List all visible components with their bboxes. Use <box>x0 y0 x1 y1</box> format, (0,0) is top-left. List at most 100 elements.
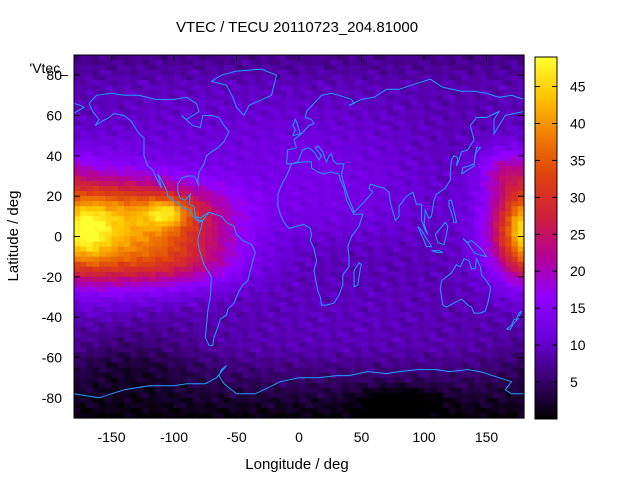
heatmap-cell <box>330 115 338 122</box>
heatmap-cell <box>180 236 188 243</box>
heatmap-cell <box>449 75 456 81</box>
heatmap-cell <box>342 271 350 278</box>
heatmap-cell <box>392 382 400 389</box>
heatmap-cell <box>155 367 163 374</box>
heatmap-cell <box>161 392 169 399</box>
heatmap-cell <box>305 251 313 258</box>
heatmap-cell <box>367 261 375 268</box>
heatmap-cell <box>230 281 238 288</box>
heatmap-cell <box>180 115 188 122</box>
heatmap-cell <box>74 176 81 182</box>
heatmap-cell <box>230 241 238 248</box>
heatmap-cell <box>136 337 144 343</box>
heatmap-cell <box>367 70 375 76</box>
heatmap-cell <box>311 337 319 343</box>
heatmap-cell <box>330 125 338 132</box>
heatmap-cell <box>161 165 169 172</box>
heatmap-cell <box>355 297 363 303</box>
heatmap-cell <box>330 85 338 91</box>
heatmap-cell <box>336 55 344 61</box>
heatmap-cell <box>511 392 519 399</box>
heatmap-cell <box>455 261 463 268</box>
heatmap-cell <box>480 251 488 258</box>
heatmap-cell <box>249 281 256 288</box>
heatmap-cell <box>261 206 269 212</box>
heatmap-cell <box>255 70 263 76</box>
heatmap-cell <box>142 367 150 374</box>
heatmap-cell <box>249 397 256 404</box>
heatmap-cell <box>292 271 300 278</box>
heatmap-cell <box>180 231 188 238</box>
heatmap-cell <box>399 90 406 96</box>
heatmap-cell <box>480 377 488 384</box>
heatmap-cell <box>92 70 100 76</box>
heatmap-cell <box>417 170 425 177</box>
heatmap-cell <box>86 302 94 308</box>
heatmap-cell <box>417 312 425 318</box>
heatmap-cell <box>349 271 356 278</box>
heatmap-cell <box>249 327 256 333</box>
heatmap-cell <box>267 191 275 197</box>
heatmap-cell <box>180 317 188 323</box>
heatmap-cell <box>486 377 494 384</box>
heatmap-cell <box>324 286 331 293</box>
heatmap-cell <box>330 367 338 374</box>
heatmap-cell <box>111 100 119 107</box>
heatmap-cell <box>392 85 400 91</box>
heatmap-cell <box>211 392 219 399</box>
heatmap-cell <box>211 337 219 343</box>
heatmap-cell <box>317 120 325 127</box>
heatmap-cell <box>336 80 344 86</box>
heatmap-cell <box>92 100 100 107</box>
heatmap-cell <box>236 60 244 66</box>
heatmap-cell <box>230 70 238 76</box>
heatmap-cell <box>149 352 156 359</box>
heatmap-cell <box>186 281 194 288</box>
heatmap-cell <box>405 357 413 364</box>
heatmap-cell <box>305 201 313 207</box>
heatmap-cell <box>224 80 231 86</box>
heatmap-cell <box>180 206 188 212</box>
heatmap-cell <box>442 155 450 162</box>
heatmap-cell <box>305 342 313 349</box>
heatmap-cell <box>105 291 113 298</box>
heatmap-cell <box>349 90 356 96</box>
heatmap-cell <box>286 211 294 217</box>
heatmap-cell <box>155 221 163 228</box>
heatmap-cell <box>136 80 144 86</box>
heatmap-cell <box>311 291 319 298</box>
heatmap-cell <box>292 55 300 61</box>
heatmap-cell <box>505 165 513 172</box>
heatmap-cell <box>211 291 219 298</box>
heatmap-cell <box>80 387 88 394</box>
heatmap-cell <box>361 372 369 379</box>
heatmap-cell <box>474 130 481 137</box>
heatmap-cell <box>342 382 350 389</box>
heatmap-cell <box>499 160 506 167</box>
heatmap-cell <box>292 392 300 399</box>
heatmap-cell <box>180 65 188 71</box>
heatmap-cell <box>305 211 313 217</box>
heatmap-cell <box>180 402 188 409</box>
heatmap-cell <box>430 251 438 258</box>
heatmap-cell <box>399 196 406 202</box>
heatmap-cell <box>349 135 356 142</box>
heatmap-cell <box>286 70 294 76</box>
heatmap-cell <box>317 372 325 379</box>
heatmap-cell <box>355 216 363 222</box>
heatmap-cell <box>155 206 163 212</box>
heatmap-cell <box>155 256 163 263</box>
heatmap-cell <box>324 337 331 343</box>
heatmap-cell <box>249 367 256 374</box>
heatmap-cell <box>274 332 281 338</box>
heatmap-cell <box>236 155 244 162</box>
heatmap-cell <box>386 186 394 192</box>
heatmap-cell <box>80 115 88 122</box>
heatmap-cell <box>305 291 313 298</box>
heatmap-cell <box>92 352 100 359</box>
heatmap-cell <box>255 266 263 273</box>
heatmap-cell <box>267 181 275 187</box>
heatmap-cell <box>261 60 269 66</box>
heatmap-cell <box>392 312 400 318</box>
heatmap-cell <box>492 80 500 86</box>
